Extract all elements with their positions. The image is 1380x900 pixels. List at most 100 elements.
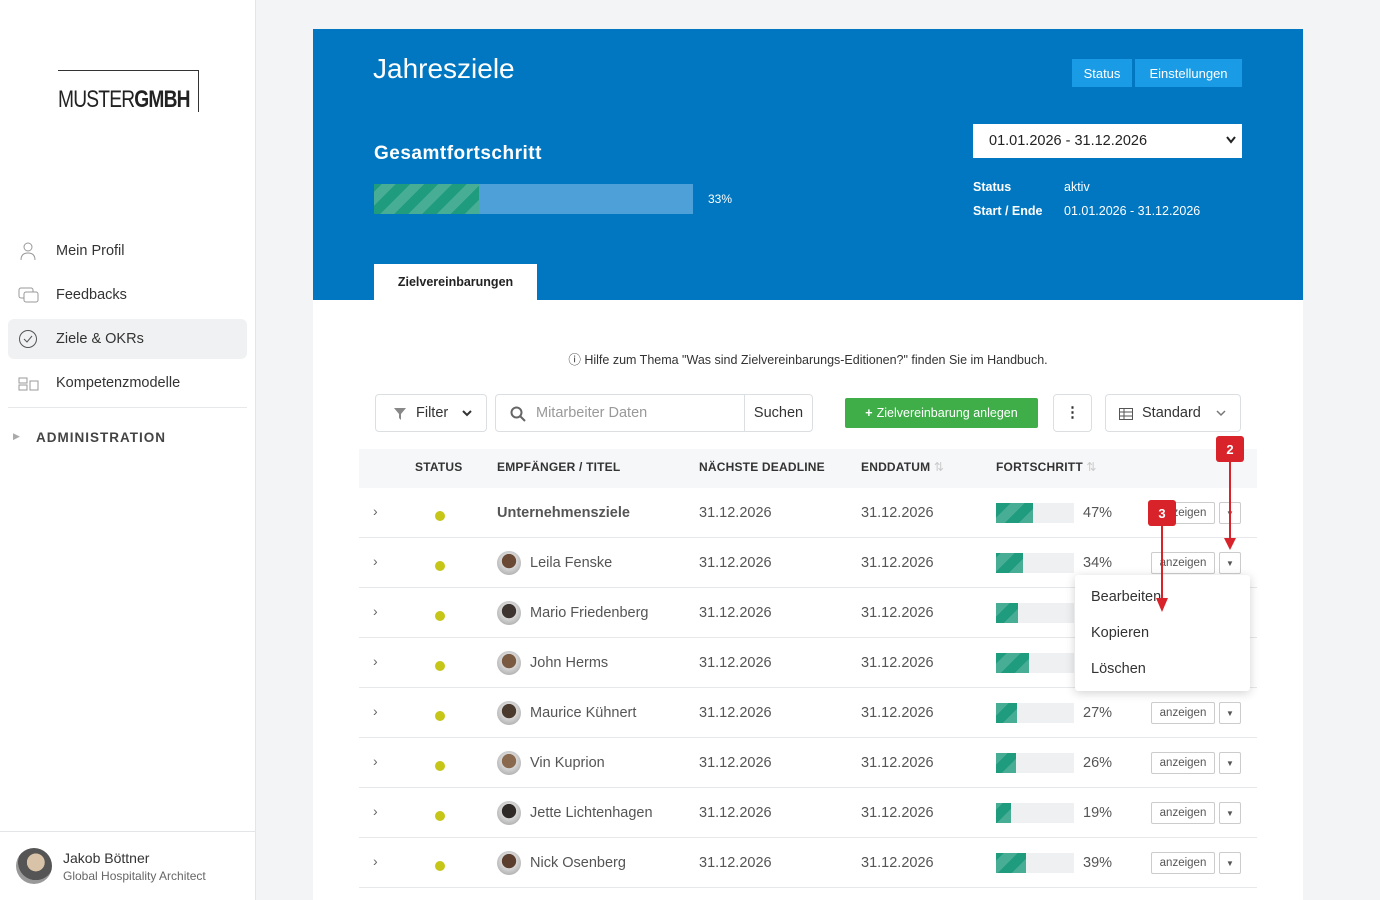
row-menu-toggle[interactable]: ▼ <box>1219 702 1241 724</box>
menu-item[interactable]: Löschen <box>1091 661 1146 677</box>
divider <box>8 407 247 408</box>
progress-track <box>996 653 1074 673</box>
expand-toggle[interactable]: › <box>373 803 378 819</box>
expand-toggle[interactable]: › <box>373 853 378 869</box>
icon <box>19 330 37 348</box>
row-menu-toggle[interactable]: ▼ <box>1219 852 1241 874</box>
deadline: 31.12.2026 <box>699 705 772 721</box>
progress-label: 47% <box>1083 505 1113 521</box>
end-date: 31.12.2026 <box>861 805 934 821</box>
overall-progress-bar <box>374 184 480 214</box>
filter-button[interactable]: Filter <box>375 394 487 432</box>
progress-track <box>996 553 1074 573</box>
avatar <box>497 851 521 875</box>
table-row: › Unternehmensziele 31.12.2026 31.12.2026 47… <box>359 488 1257 538</box>
period-value: 01.01.2026 - 31.12.2026 <box>989 133 1148 149</box>
info-key: Start / Ende <box>973 204 1043 218</box>
avatar <box>497 701 521 725</box>
expand-toggle[interactable]: › <box>373 653 378 669</box>
sidebar: MUSTERGMBH Mein Profil Feedbacks Ziele &… <box>0 0 256 900</box>
recipient-name[interactable]: Nick Osenberg <box>530 855 626 871</box>
row-menu-toggle[interactable]: ▼ <box>1219 802 1241 824</box>
settings-button[interactable]: Einstellungen <box>1135 59 1242 87</box>
end-date: 31.12.2026 <box>861 505 934 521</box>
status-button[interactable]: Status <box>1072 59 1132 87</box>
expand-toggle[interactable]: › <box>373 503 378 519</box>
tab[interactable]: Zielvereinbarungen <box>374 264 537 300</box>
group-title[interactable]: Unternehmensziele <box>497 505 630 521</box>
recipient-name[interactable]: Leila Fenske <box>530 555 613 571</box>
expand-toggle[interactable]: › <box>373 703 378 719</box>
deadline: 31.12.2026 <box>699 805 772 821</box>
show-button[interactable]: anzeigen <box>1151 802 1215 824</box>
annotation-badge: 2 <box>1216 436 1244 462</box>
period-select[interactable]: 01.01.2026 - 31.12.2026 <box>973 124 1242 158</box>
admin-section[interactable]: ADMINISTRATION <box>36 430 166 445</box>
avatar <box>497 601 521 625</box>
nav-label: Mein Profil <box>56 243 125 259</box>
expand-toggle[interactable]: › <box>373 553 378 569</box>
filter-icon <box>394 408 406 420</box>
column-header: NÄCHSTE DEADLINE <box>699 460 825 474</box>
caret <box>1216 410 1226 417</box>
select-caret <box>1226 136 1236 144</box>
search-button[interactable]: Suchen <box>744 394 813 432</box>
overall-progress-track <box>374 184 693 214</box>
nav-item[interactable]: Kompetenzmodelle <box>8 363 247 403</box>
menu-item[interactable]: Bearbeiten <box>1091 589 1162 605</box>
show-button[interactable]: anzeigen <box>1151 702 1215 724</box>
recipient-name[interactable]: Vin Kuprion <box>530 755 605 771</box>
show-button[interactable]: anzeigen <box>1151 852 1215 874</box>
user-avatar[interactable] <box>16 848 52 884</box>
create-button[interactable]: + Zielvereinbarung anlegen <box>845 398 1038 428</box>
progress-track <box>996 503 1074 523</box>
progress-track <box>996 703 1074 723</box>
status-dot <box>435 761 445 771</box>
overall-progress-label: 33% <box>708 192 733 206</box>
progress-bar <box>996 553 1023 573</box>
search-input[interactable]: Mitarbeiter Daten <box>495 394 745 432</box>
recipient-name[interactable]: Jette Lichtenhagen <box>530 805 653 821</box>
view-select[interactable]: Standard <box>1105 394 1241 432</box>
recipient-name[interactable]: Mario Friedenberg <box>530 605 649 621</box>
row-menu-toggle[interactable]: ▼ <box>1219 552 1241 574</box>
status-dot <box>435 811 445 821</box>
nav-item[interactable]: Feedbacks <box>8 275 247 315</box>
sort-icon: ⇅ <box>1086 460 1097 474</box>
column-label: FORTSCHRITT <box>996 460 1083 474</box>
menu-item[interactable]: Kopieren <box>1091 625 1150 641</box>
row-menu-toggle[interactable]: ▼ <box>1219 752 1241 774</box>
recipient-name[interactable]: Maurice Kühnert <box>530 705 637 721</box>
status-dot <box>435 561 445 571</box>
column-header[interactable]: ENDDATUM ⇅ <box>861 460 944 474</box>
progress-track <box>996 853 1074 873</box>
column-header[interactable]: FORTSCHRITT ⇅ <box>996 460 1097 474</box>
end-date: 31.12.2026 <box>861 605 934 621</box>
progress-label: 27% <box>1083 705 1113 721</box>
deadline: 31.12.2026 <box>699 605 772 621</box>
nav-item[interactable]: Ziele & OKRs <box>8 319 247 359</box>
avatar <box>497 551 521 575</box>
progress-label: 19% <box>1083 805 1113 821</box>
search-placeholder: Mitarbeiter Daten <box>536 405 648 421</box>
status-dot <box>435 511 445 521</box>
plus-icon: + <box>865 406 873 420</box>
column-header: STATUS <box>415 460 463 474</box>
recipient-name[interactable]: John Herms <box>530 655 609 671</box>
expand-toggle[interactable]: › <box>373 753 378 769</box>
show-button[interactable]: anzeigen <box>1151 552 1215 574</box>
status-dot <box>435 711 445 721</box>
nav-item[interactable]: Mein Profil <box>8 231 247 271</box>
content: ⓘ Hilfe zum Thema "Was sind Zielvereinba… <box>313 300 1303 900</box>
icon <box>18 377 39 391</box>
deadline: 31.12.2026 <box>699 755 772 771</box>
show-button[interactable]: anzeigen <box>1151 752 1215 774</box>
progress-bar <box>996 753 1017 773</box>
progress-track <box>996 753 1074 773</box>
help-text[interactable]: ⓘ Hilfe zum Thema "Was sind Zielvereinba… <box>568 353 1048 367</box>
user-role: Global Hospitality Architect <box>63 869 206 883</box>
info-key: Status <box>973 180 1012 194</box>
expand-toggle[interactable]: › <box>373 603 378 619</box>
more-button[interactable]: ⋮ <box>1053 394 1092 432</box>
icon <box>20 242 36 261</box>
